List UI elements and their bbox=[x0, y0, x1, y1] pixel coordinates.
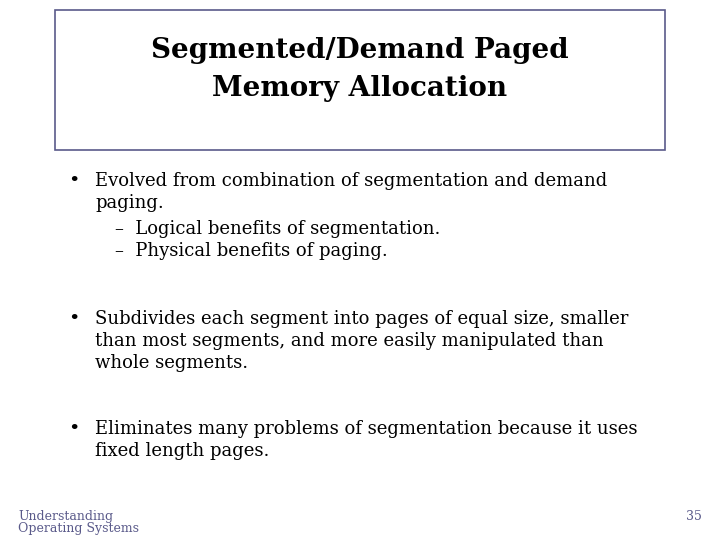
Text: •: • bbox=[68, 310, 79, 328]
Text: Understanding: Understanding bbox=[18, 510, 113, 523]
Text: Subdivides each segment into pages of equal size, smaller: Subdivides each segment into pages of eq… bbox=[95, 310, 629, 328]
Text: Eliminates many problems of segmentation because it uses: Eliminates many problems of segmentation… bbox=[95, 420, 637, 438]
Text: –  Logical benefits of segmentation.: – Logical benefits of segmentation. bbox=[115, 220, 441, 238]
Text: whole segments.: whole segments. bbox=[95, 354, 248, 372]
Text: Memory Allocation: Memory Allocation bbox=[212, 75, 508, 102]
Text: Segmented/Demand Paged: Segmented/Demand Paged bbox=[151, 37, 569, 64]
Text: 35: 35 bbox=[686, 510, 702, 523]
Text: •: • bbox=[68, 172, 79, 190]
Text: •: • bbox=[68, 420, 79, 438]
Text: Evolved from combination of segmentation and demand: Evolved from combination of segmentation… bbox=[95, 172, 607, 190]
FancyBboxPatch shape bbox=[55, 10, 665, 150]
Text: fixed length pages.: fixed length pages. bbox=[95, 442, 269, 460]
Text: paging.: paging. bbox=[95, 194, 163, 212]
Text: –  Physical benefits of paging.: – Physical benefits of paging. bbox=[115, 242, 388, 260]
Text: Operating Systems: Operating Systems bbox=[18, 522, 139, 535]
Text: than most segments, and more easily manipulated than: than most segments, and more easily mani… bbox=[95, 332, 603, 350]
